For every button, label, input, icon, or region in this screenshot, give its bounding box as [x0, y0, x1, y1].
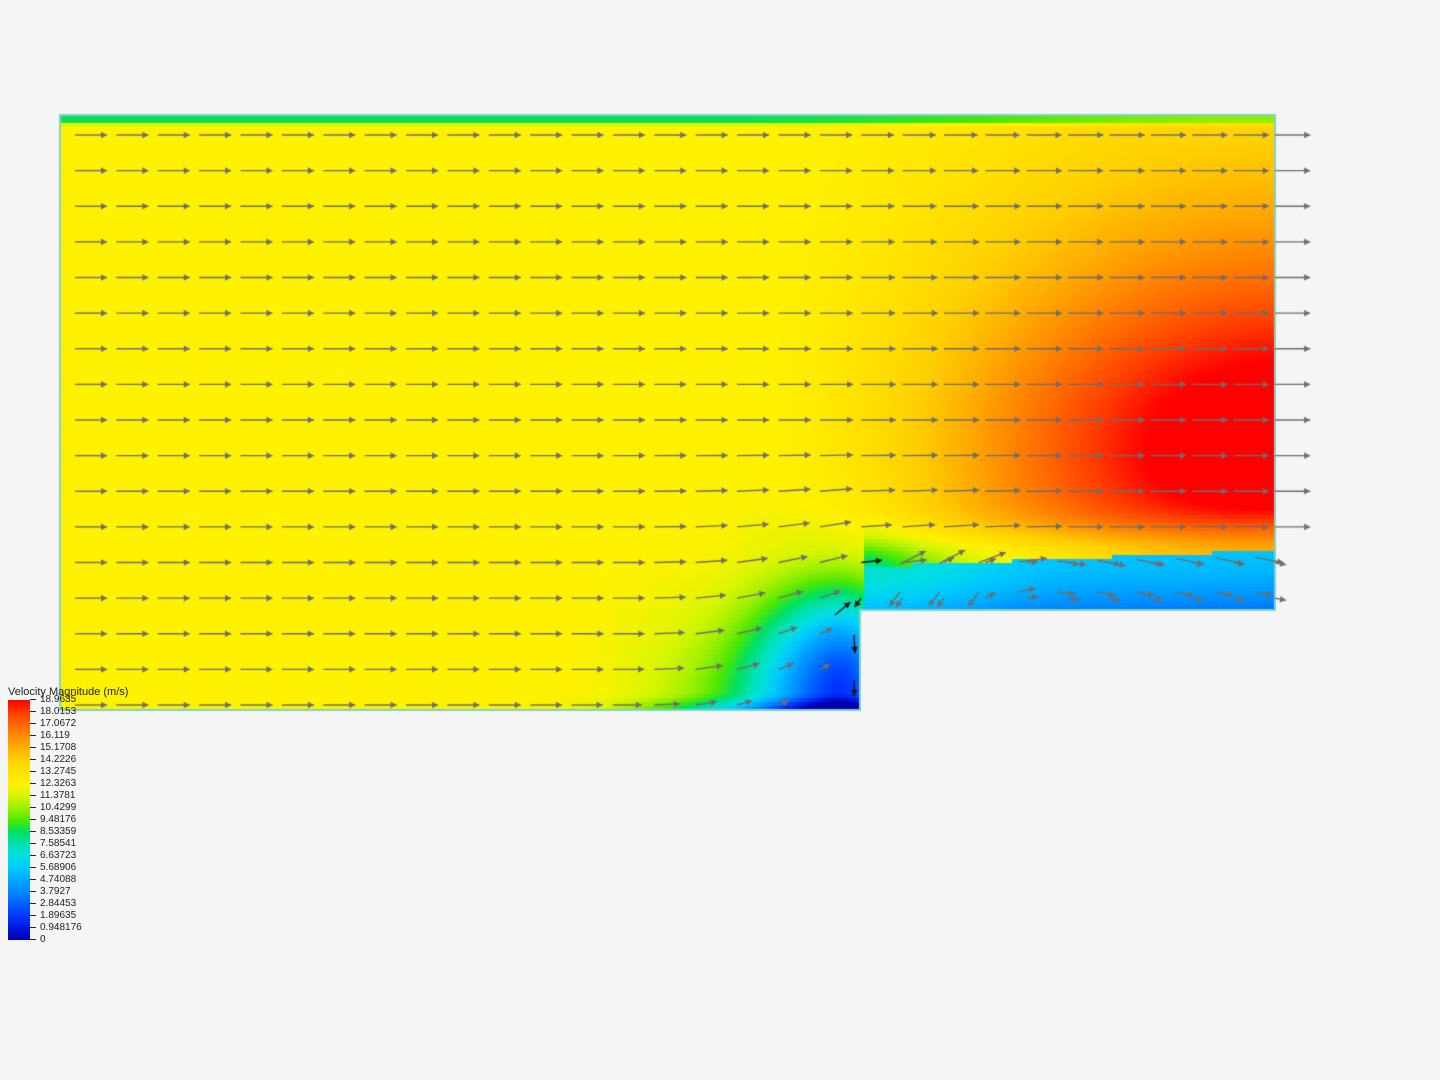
colorbar-tick: 18.0153	[30, 706, 76, 717]
colorbar-tick: 7.58541	[30, 838, 76, 849]
colorbar-tick: 5.68906	[30, 862, 76, 873]
colorbar-tick: 13.2745	[30, 766, 76, 777]
colorbar-tick: 4.74088	[30, 874, 76, 885]
colorbar	[8, 700, 30, 940]
colorbar-tick: 18.9635	[30, 694, 76, 705]
colorbar-tick: 6.63723	[30, 850, 76, 861]
colorbar-tick: 8.53359	[30, 826, 76, 837]
colorbar-tick: 14.2226	[30, 754, 76, 765]
colorbar-tick: 10.4299	[30, 802, 76, 813]
colorbar-tick: 0	[30, 934, 46, 945]
colorbar-tick: 1.89635	[30, 910, 76, 921]
colorbar-tick: 12.3263	[30, 778, 76, 789]
velocity-field-plot	[0, 0, 1440, 1080]
colorbar-tick: 16.119	[30, 730, 70, 741]
colorbar-tick: 17.0672	[30, 718, 76, 729]
colorbar-tick: 2.84453	[30, 898, 76, 909]
colorbar-tick: 11.3781	[30, 790, 75, 801]
colorbar-tick: 15.1708	[30, 742, 76, 753]
colorbar-tick: 9.48176	[30, 814, 76, 825]
colorbar-tick: 3.7927	[30, 886, 71, 897]
colorbar-tick: 0.948176	[30, 922, 82, 933]
